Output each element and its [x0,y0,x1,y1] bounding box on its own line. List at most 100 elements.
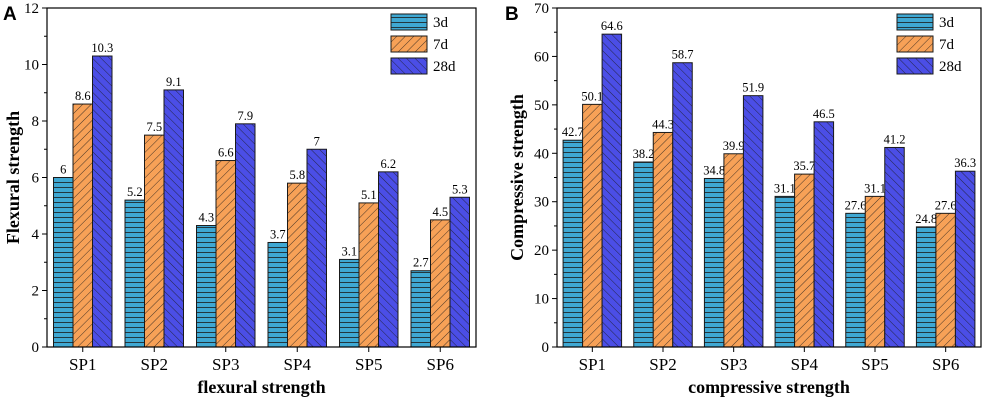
data-label: 5.8 [289,168,305,182]
bar-hatch [723,153,744,348]
bar-hatch [601,33,623,348]
data-label: 7.5 [146,120,162,134]
bar [287,182,308,348]
bar-hatch [196,225,217,348]
legend-label: 7d [939,37,955,53]
bar [92,55,113,348]
data-label: 46.5 [813,107,835,121]
data-label: 5.1 [361,188,377,202]
panel-b: B42.738.234.831.127.624.850.144.339.935.… [505,1,982,397]
bar [215,160,236,348]
bar-hatch [845,212,866,348]
bar-hatch [652,131,674,348]
y-tick-label: 30 [534,195,549,211]
bar-hatch [672,62,693,348]
data-label: 42.7 [562,125,584,139]
y-tick-label: 40 [534,146,549,162]
bar [915,226,937,348]
bar [196,225,217,348]
bar [864,195,886,348]
bar [601,33,623,348]
data-label: 7 [314,134,320,148]
bar-hatch [163,89,184,348]
y-tick-label: 10 [534,292,549,308]
bar-hatch [813,121,835,348]
bar [845,212,866,348]
x-tick-label: SP1 [69,355,96,374]
x-tick-label: SP2 [141,355,168,374]
bar-hatch [742,95,764,348]
bar [884,146,905,348]
bar [672,62,693,348]
y-tick-label: 6 [32,171,40,187]
bar-hatch [144,134,165,348]
legend-label: 3d [939,15,955,31]
bar-hatch [935,212,956,348]
legend-label: 28d [433,59,456,75]
y-tick-label: 0 [32,340,40,356]
data-label: 4.3 [198,211,214,225]
data-label: 6.2 [380,157,396,171]
data-label: 3.7 [270,227,286,241]
data-label: 24.8 [915,212,937,226]
bar [774,195,796,348]
data-label: 7.9 [237,109,253,123]
panel-letter: A [3,4,17,25]
bar [53,177,74,348]
data-label: 31.1 [864,181,886,195]
bar [449,196,470,348]
bar [633,161,654,348]
legend-swatch-hatch [390,57,428,75]
legend-label: 3d [433,15,449,31]
bar [813,121,835,348]
data-label: 6.6 [218,146,234,160]
x-tick-label: SP4 [791,355,819,374]
bar [339,258,360,348]
bar-hatch [410,270,431,348]
bar-hatch [774,195,796,348]
bar-hatch [915,226,937,348]
bar-hatch [562,139,584,348]
data-label: 5.3 [452,182,468,196]
bar [72,103,93,348]
bar-hatch [378,171,399,348]
data-label: 27.6 [845,198,867,212]
bar [430,219,451,348]
x-axis-title: compressive strength [688,377,850,397]
bar-hatch [703,177,725,348]
data-label: 8.6 [75,89,91,103]
x-axis-title: flexural strength [197,377,325,397]
bar [742,95,764,348]
bar [358,202,379,348]
legend-swatch-hatch [390,13,428,31]
legend: 3d 7d 28d [390,13,456,75]
y-tick-label: 0 [542,340,550,356]
bar-hatch [215,160,236,348]
bar [954,170,976,348]
bar-hatch [864,195,886,348]
bar-hatch [449,196,470,348]
x-tick-label: SP1 [579,355,606,374]
data-label: 34.8 [703,163,725,177]
bar-hatch [582,103,603,348]
data-label: 64.6 [601,19,623,33]
bar-hatch [339,258,360,348]
data-label: 4.5 [432,205,448,219]
data-label: 41.2 [884,132,906,146]
bar [235,123,256,348]
x-tick-label: SP3 [720,355,747,374]
legend: 3d 7d 28d [896,13,962,75]
y-tick-label: 20 [534,243,549,259]
x-tick-label: SP5 [355,355,382,374]
bar [703,177,725,348]
data-label: 51.9 [742,81,764,95]
bar [144,134,165,348]
data-label: 3.1 [341,244,357,258]
bar [723,153,744,348]
x-tick-label: SP6 [932,355,959,374]
data-label: 9.1 [166,75,182,89]
bar [124,199,145,348]
data-label: 38.2 [633,147,655,161]
bar-hatch [633,161,654,348]
